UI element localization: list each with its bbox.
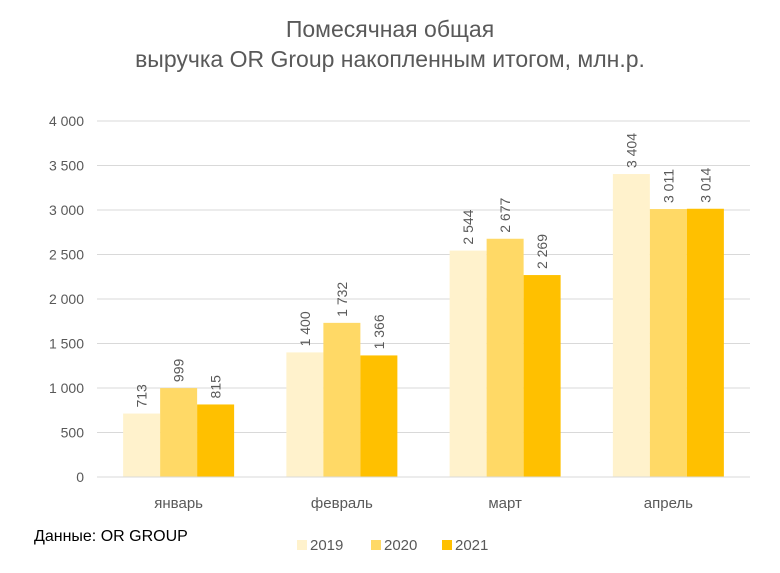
y-tick-label: 2 000 (49, 291, 84, 307)
bar (160, 388, 198, 477)
y-tick-label: 0 (76, 469, 84, 485)
x-tick-label: март (488, 495, 522, 512)
data-label: 1 400 (297, 311, 313, 346)
bar (123, 413, 161, 477)
legend-label: 2019 (310, 537, 343, 554)
y-tick-label: 1 000 (49, 380, 84, 396)
source-note: Данные: OR GROUP (34, 528, 188, 545)
bar (360, 355, 398, 477)
legend-swatch (371, 540, 381, 550)
y-tick-label: 4 000 (49, 113, 84, 129)
bar (649, 209, 687, 477)
bar (449, 250, 487, 477)
chart-title-line-1: Помесячная общая (285, 16, 495, 42)
bar (286, 352, 324, 477)
data-label: 2 544 (460, 209, 476, 244)
y-tick-label: 500 (61, 425, 85, 441)
chart-title: Помесячная общая выручка OR Group накопл… (0, 14, 780, 74)
bar (686, 208, 724, 477)
data-label: 999 (171, 359, 187, 383)
data-label: 3 404 (623, 133, 639, 168)
y-tick-label: 2 500 (49, 247, 84, 263)
bar (612, 174, 650, 477)
data-label: 2 677 (497, 197, 513, 232)
y-tick-label: 3 000 (49, 202, 84, 218)
y-tick-label: 3 500 (49, 158, 84, 174)
bar (486, 238, 524, 477)
data-label: 3 014 (697, 168, 713, 203)
legend-swatch (442, 540, 452, 550)
data-label: 1 366 (371, 314, 387, 349)
data-label: 713 (134, 384, 150, 408)
y-tick-label: 1 500 (49, 336, 84, 352)
data-label: 815 (208, 375, 224, 399)
chart-title-line-2: выручка OR Group накопленным итогом, млн… (135, 46, 645, 72)
data-label: 3 011 (660, 169, 676, 203)
legend-label: 2021 (455, 537, 488, 554)
x-tick-label: февраль (311, 495, 373, 512)
data-label: 2 269 (534, 234, 550, 269)
bar (523, 275, 561, 477)
legend-label: 2020 (384, 537, 417, 554)
x-tick-label: апрель (644, 495, 693, 512)
legend-swatch (297, 540, 307, 550)
data-label: 1 732 (334, 282, 350, 317)
x-tick-label: январь (154, 495, 203, 512)
bar (197, 404, 235, 477)
bar (323, 322, 361, 477)
